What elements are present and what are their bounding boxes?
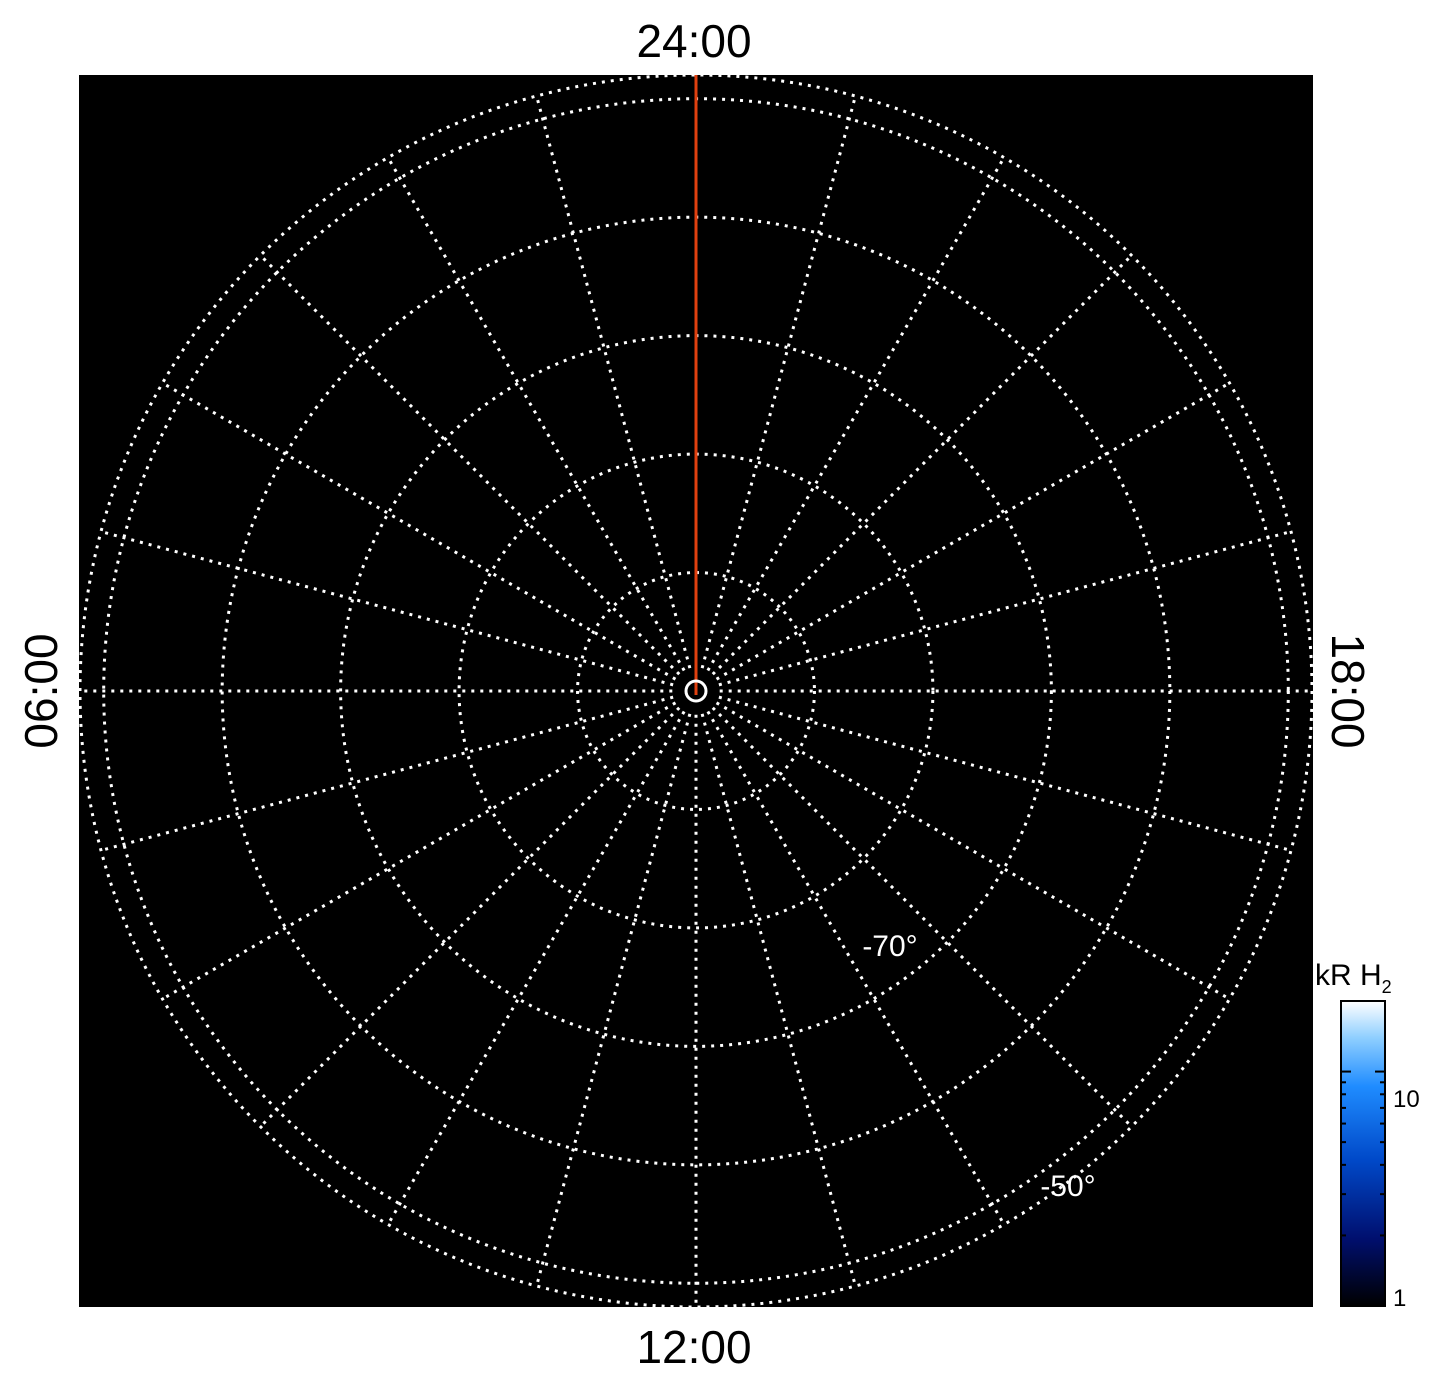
colorbar-title: kR H2 (1315, 959, 1392, 997)
colorbar: kR H2 1 10 (1315, 959, 1420, 1312)
colorbar-gradient (1340, 1000, 1386, 1307)
colorbar-ticks (1341, 1000, 1385, 1237)
pole-marker (684, 679, 708, 703)
colorbar-tick-label-10: 10 (1393, 1086, 1420, 1113)
colorbar-title-main: kR H (1315, 959, 1382, 992)
latitude-label-70: -70° (862, 930, 917, 963)
latitude-label-50: -50° (1040, 1170, 1095, 1203)
lt-label-bottom: 12:00 (636, 1321, 751, 1373)
colorbar-title-subscript: 2 (1382, 977, 1392, 997)
projection-boundary-circle (78, 73, 1314, 1309)
lt-label-top: 24:00 (636, 15, 751, 67)
colorbar-tick-label-1: 1 (1393, 1285, 1406, 1312)
lt-label-left: 06:00 (15, 633, 67, 748)
lt-label-right: 18:00 (1322, 633, 1374, 748)
